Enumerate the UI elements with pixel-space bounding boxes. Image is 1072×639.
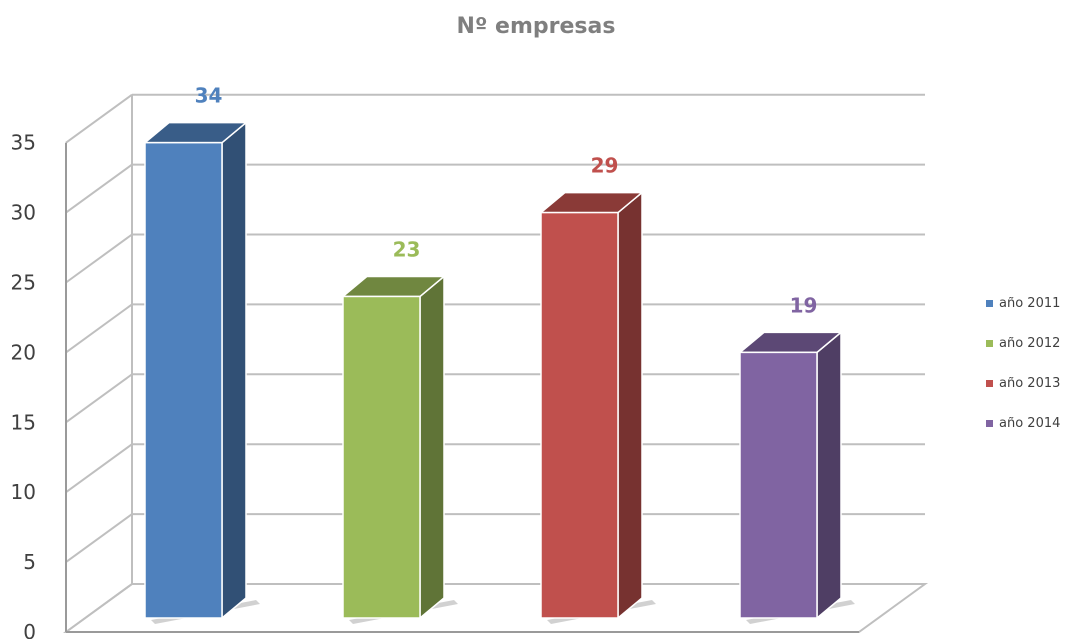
y-tick-label: 20 (11, 340, 36, 364)
bar-side (419, 274, 445, 620)
side-gridline (65, 513, 133, 563)
legend-item: año 2014 (986, 410, 1060, 436)
side-gridline (65, 303, 133, 354)
side-gridline (65, 443, 133, 494)
legend: año 2011 año 2012 año 2013 año 2014 (986, 290, 1060, 450)
legend-swatch (986, 379, 993, 387)
legend-swatch (986, 299, 993, 307)
side-gridline (65, 583, 133, 633)
data-label: 34 (195, 84, 223, 108)
side-gridline (65, 233, 133, 284)
y-tick-label: 25 (11, 271, 36, 295)
legend-label: año 2014 (999, 415, 1061, 431)
y-tick-label: 0 (23, 620, 36, 639)
y-tick-label: 30 (11, 201, 36, 225)
data-label: 23 (393, 237, 421, 261)
y-tick-label: 35 (11, 131, 36, 155)
legend-item: año 2011 (986, 290, 1060, 316)
bar (342, 295, 421, 619)
data-label: 19 (790, 293, 818, 317)
legend-label: año 2011 (999, 295, 1061, 311)
legend-item: año 2013 (986, 370, 1060, 396)
legend-label: año 2013 (999, 375, 1061, 391)
bar-side (617, 190, 643, 620)
side-gridline (65, 163, 133, 214)
bar (144, 141, 223, 619)
y-tick-label: 5 (23, 550, 36, 574)
plot-area: 0 5 10 15 20 25 30 35 34 23 29 19 (11, 84, 929, 639)
y-tick-label: 15 (11, 410, 36, 434)
legend-swatch (986, 419, 993, 427)
legend-label: año 2012 (999, 335, 1061, 351)
chart-title: Nº empresas (456, 14, 616, 39)
bar (540, 211, 619, 619)
legend-swatch (986, 339, 993, 347)
bar-side (816, 330, 842, 620)
side-gridline (65, 373, 133, 424)
legend-item: año 2012 (986, 330, 1060, 356)
bar-side (221, 121, 247, 620)
data-label: 29 (591, 154, 619, 178)
side-gridline (65, 93, 133, 144)
y-tick-label: 10 (11, 480, 36, 504)
bar (739, 351, 818, 619)
